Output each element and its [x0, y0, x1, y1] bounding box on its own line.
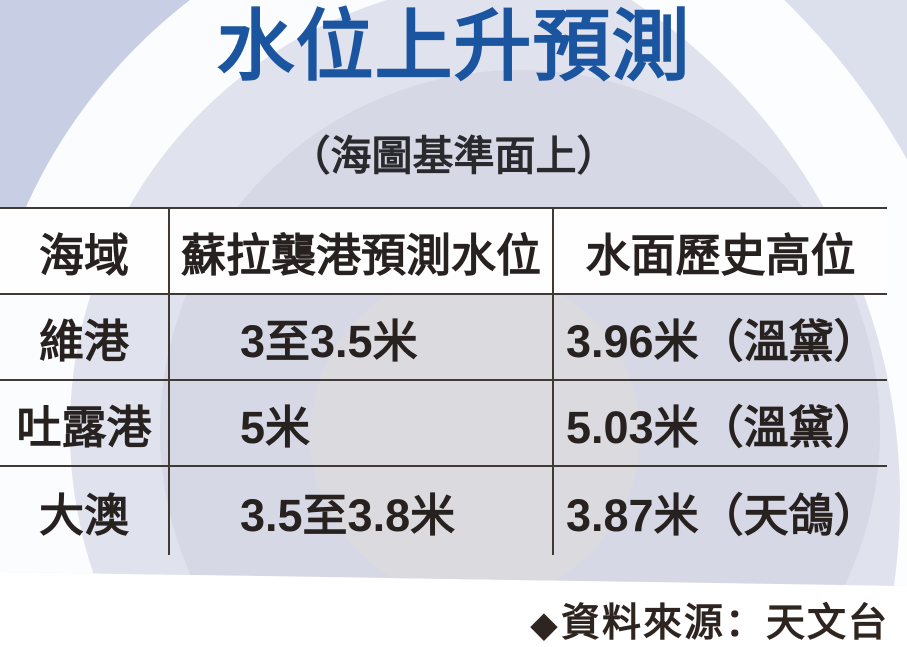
table-row: 大澳 3.5至3.8米 3.87米（天鴿） — [0, 467, 887, 555]
historical-high-cell: 5.03米（溫黛） — [552, 381, 887, 465]
diamond-bullet-icon: ◆ — [530, 606, 561, 644]
page-subtitle: （海圖基準面上） — [289, 133, 618, 179]
page-title: 水位上升預測 — [216, 2, 691, 90]
sea-area-cell: 吐露港 — [16, 401, 152, 453]
historical-high-cell: 3.87米（天鴿） — [552, 467, 887, 555]
sea-area-cell: 維港 — [38, 315, 129, 367]
source-text: 資料來源：天文台 — [560, 602, 889, 645]
column-header-historical-high: 水面歷史高位 — [552, 209, 887, 293]
sea-area-cell: 大澳 — [38, 489, 129, 541]
data-source: ◆資料來源：天文台 — [531, 592, 889, 647]
table-header-row: 海域 蘇拉襲港預測水位 水面歷史高位 — [0, 209, 887, 295]
predicted-level-cell: 3至3.5米 — [168, 295, 552, 379]
swoosh-ring-white — [0, 0, 907, 586]
predicted-level-cell: 3.5至3.8米 — [168, 467, 552, 555]
column-header-sea-area: 海域 — [38, 229, 129, 281]
table-row: 吐露港 5米 5.03米（溫黛） — [0, 381, 887, 467]
water-level-table: 海域 蘇拉襲港預測水位 水面歷史高位 維港 3至3.5米 3.96米（溫黛） 吐… — [0, 207, 887, 555]
table-row: 維港 3至3.5米 3.96米（溫黛） — [0, 295, 887, 381]
predicted-level-cell: 5米 — [168, 381, 552, 465]
column-header-predicted-level: 蘇拉襲港預測水位 — [168, 209, 552, 293]
historical-high-cell: 3.96米（溫黛） — [552, 295, 887, 379]
